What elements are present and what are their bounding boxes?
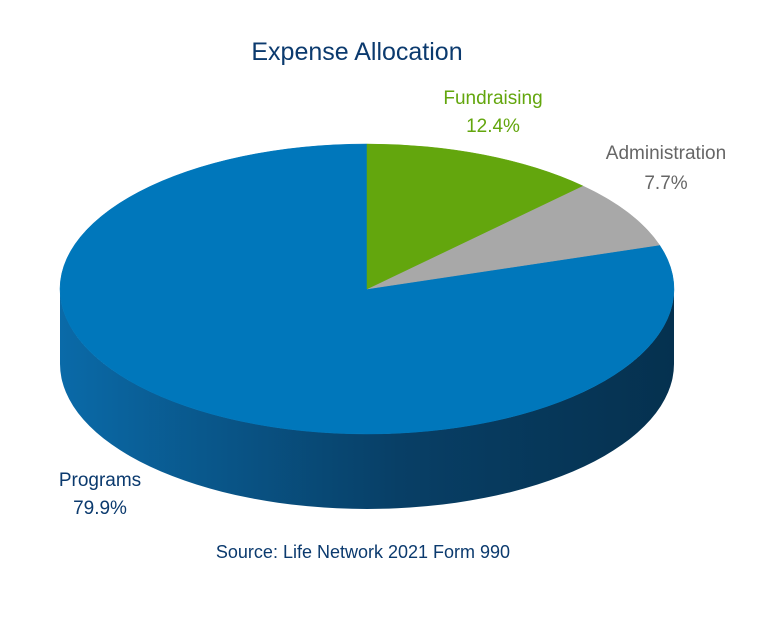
pie-slice-administration bbox=[366, 185, 660, 290]
pie-slice-fundraising bbox=[366, 143, 584, 290]
source-line: Source: Life Network 2021 Form 990 bbox=[216, 542, 510, 562]
slice-label-fundraising: Fundraising bbox=[443, 88, 542, 109]
slice-value-administration: 7.7% bbox=[644, 173, 687, 194]
slice-value-programs: 79.9% bbox=[73, 498, 127, 519]
source-text: : Life Network 2021 Form 990 bbox=[273, 542, 510, 562]
pie-side-programs bbox=[60, 289, 674, 509]
slice-value-fundraising: 12.4% bbox=[466, 116, 520, 137]
chart-title: Expense Allocation bbox=[251, 38, 462, 66]
slice-label-programs: Programs bbox=[59, 470, 141, 491]
source-prefix: Source bbox=[216, 542, 273, 562]
pie-top-face bbox=[59, 143, 675, 435]
pie-side-wall bbox=[60, 289, 674, 509]
slice-label-administration: Administration bbox=[606, 143, 726, 164]
